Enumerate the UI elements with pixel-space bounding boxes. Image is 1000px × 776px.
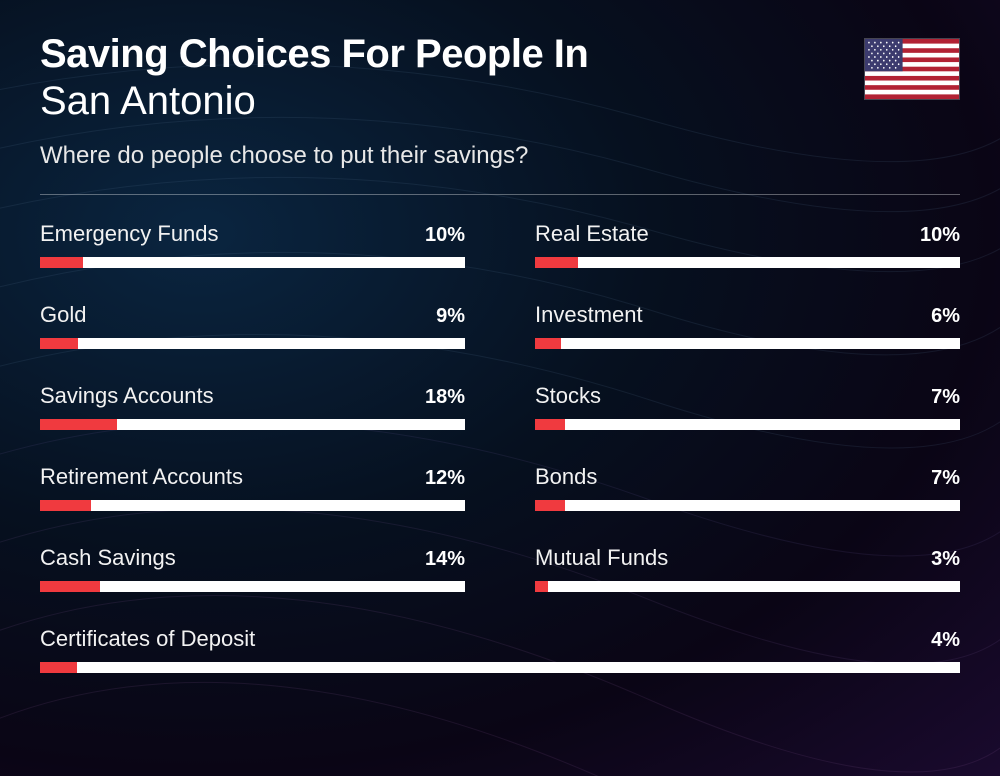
bar-item-label: Savings Accounts [40, 383, 214, 409]
bar-item-value: 9% [436, 305, 465, 328]
bar-item-label: Cash Savings [40, 545, 176, 571]
bar-track [535, 257, 960, 268]
bar-item: Savings Accounts 18% [40, 383, 465, 430]
bar-item-label: Retirement Accounts [40, 464, 243, 490]
bar-item-value: 10% [920, 224, 960, 247]
title-line2: San Antonio [40, 79, 960, 124]
bar-item-value: 7% [931, 386, 960, 409]
bar-item-head: Gold 9% [40, 302, 465, 328]
bar-item: Retirement Accounts 12% [40, 464, 465, 511]
header: Saving Choices For People In San Antonio… [40, 32, 960, 170]
bar-item-value: 10% [425, 224, 465, 247]
bar-track [535, 500, 960, 511]
bar-item-head: Cash Savings 14% [40, 545, 465, 571]
bar-fill [535, 419, 565, 430]
bar-item-head: Investment 6% [535, 302, 960, 328]
bar-track [40, 581, 465, 592]
title-line1: Saving Choices For People In [40, 32, 960, 77]
bar-track [535, 338, 960, 349]
bar-item-head: Bonds 7% [535, 464, 960, 490]
bar-item-value: 12% [425, 467, 465, 490]
bar-item-value: 3% [931, 548, 960, 571]
bar-item-value: 4% [931, 629, 960, 652]
bar-item: Gold 9% [40, 302, 465, 349]
bar-fill [40, 257, 83, 268]
bar-item: Cash Savings 14% [40, 545, 465, 592]
bar-item-label: Emergency Funds [40, 221, 219, 247]
bar-track [535, 581, 960, 592]
bar-item-value: 6% [931, 305, 960, 328]
bar-item-label: Bonds [535, 464, 597, 490]
bar-item: Stocks 7% [535, 383, 960, 430]
bar-item: Bonds 7% [535, 464, 960, 511]
divider [40, 194, 960, 195]
usa-flag-icon [864, 38, 960, 100]
bar-item: Certificates of Deposit 4% [40, 626, 960, 673]
bars-grid: Emergency Funds 10% Real Estate 10% Gold 9% In… [40, 221, 960, 673]
bar-track [40, 338, 465, 349]
bar-item-label: Certificates of Deposit [40, 626, 255, 652]
bar-item-label: Stocks [535, 383, 601, 409]
bar-item-value: 14% [425, 548, 465, 571]
bar-track [40, 419, 465, 430]
bar-item-head: Mutual Funds 3% [535, 545, 960, 571]
bar-item: Investment 6% [535, 302, 960, 349]
bar-fill [40, 419, 117, 430]
bar-item-head: Savings Accounts 18% [40, 383, 465, 409]
bar-track [535, 419, 960, 430]
bar-fill [535, 581, 548, 592]
bar-item-head: Stocks 7% [535, 383, 960, 409]
bar-item-head: Real Estate 10% [535, 221, 960, 247]
bar-item-head: Retirement Accounts 12% [40, 464, 465, 490]
bar-track [40, 257, 465, 268]
bar-fill [40, 500, 91, 511]
bar-item-label: Real Estate [535, 221, 649, 247]
bar-item-head: Emergency Funds 10% [40, 221, 465, 247]
bar-fill [535, 257, 578, 268]
subtitle: Where do people choose to put their savi… [40, 142, 960, 170]
bar-item: Mutual Funds 3% [535, 545, 960, 592]
bar-item-label: Investment [535, 302, 643, 328]
bar-item-head: Certificates of Deposit 4% [40, 626, 960, 652]
bar-item: Real Estate 10% [535, 221, 960, 268]
bar-track [40, 500, 465, 511]
bar-fill [40, 581, 100, 592]
bar-item: Emergency Funds 10% [40, 221, 465, 268]
bar-track [40, 662, 960, 673]
bar-fill [40, 662, 77, 673]
bar-item-label: Mutual Funds [535, 545, 668, 571]
bar-item-value: 18% [425, 386, 465, 409]
bar-item-value: 7% [931, 467, 960, 490]
bar-item-label: Gold [40, 302, 86, 328]
bar-fill [40, 338, 78, 349]
bar-fill [535, 500, 565, 511]
bar-fill [535, 338, 561, 349]
